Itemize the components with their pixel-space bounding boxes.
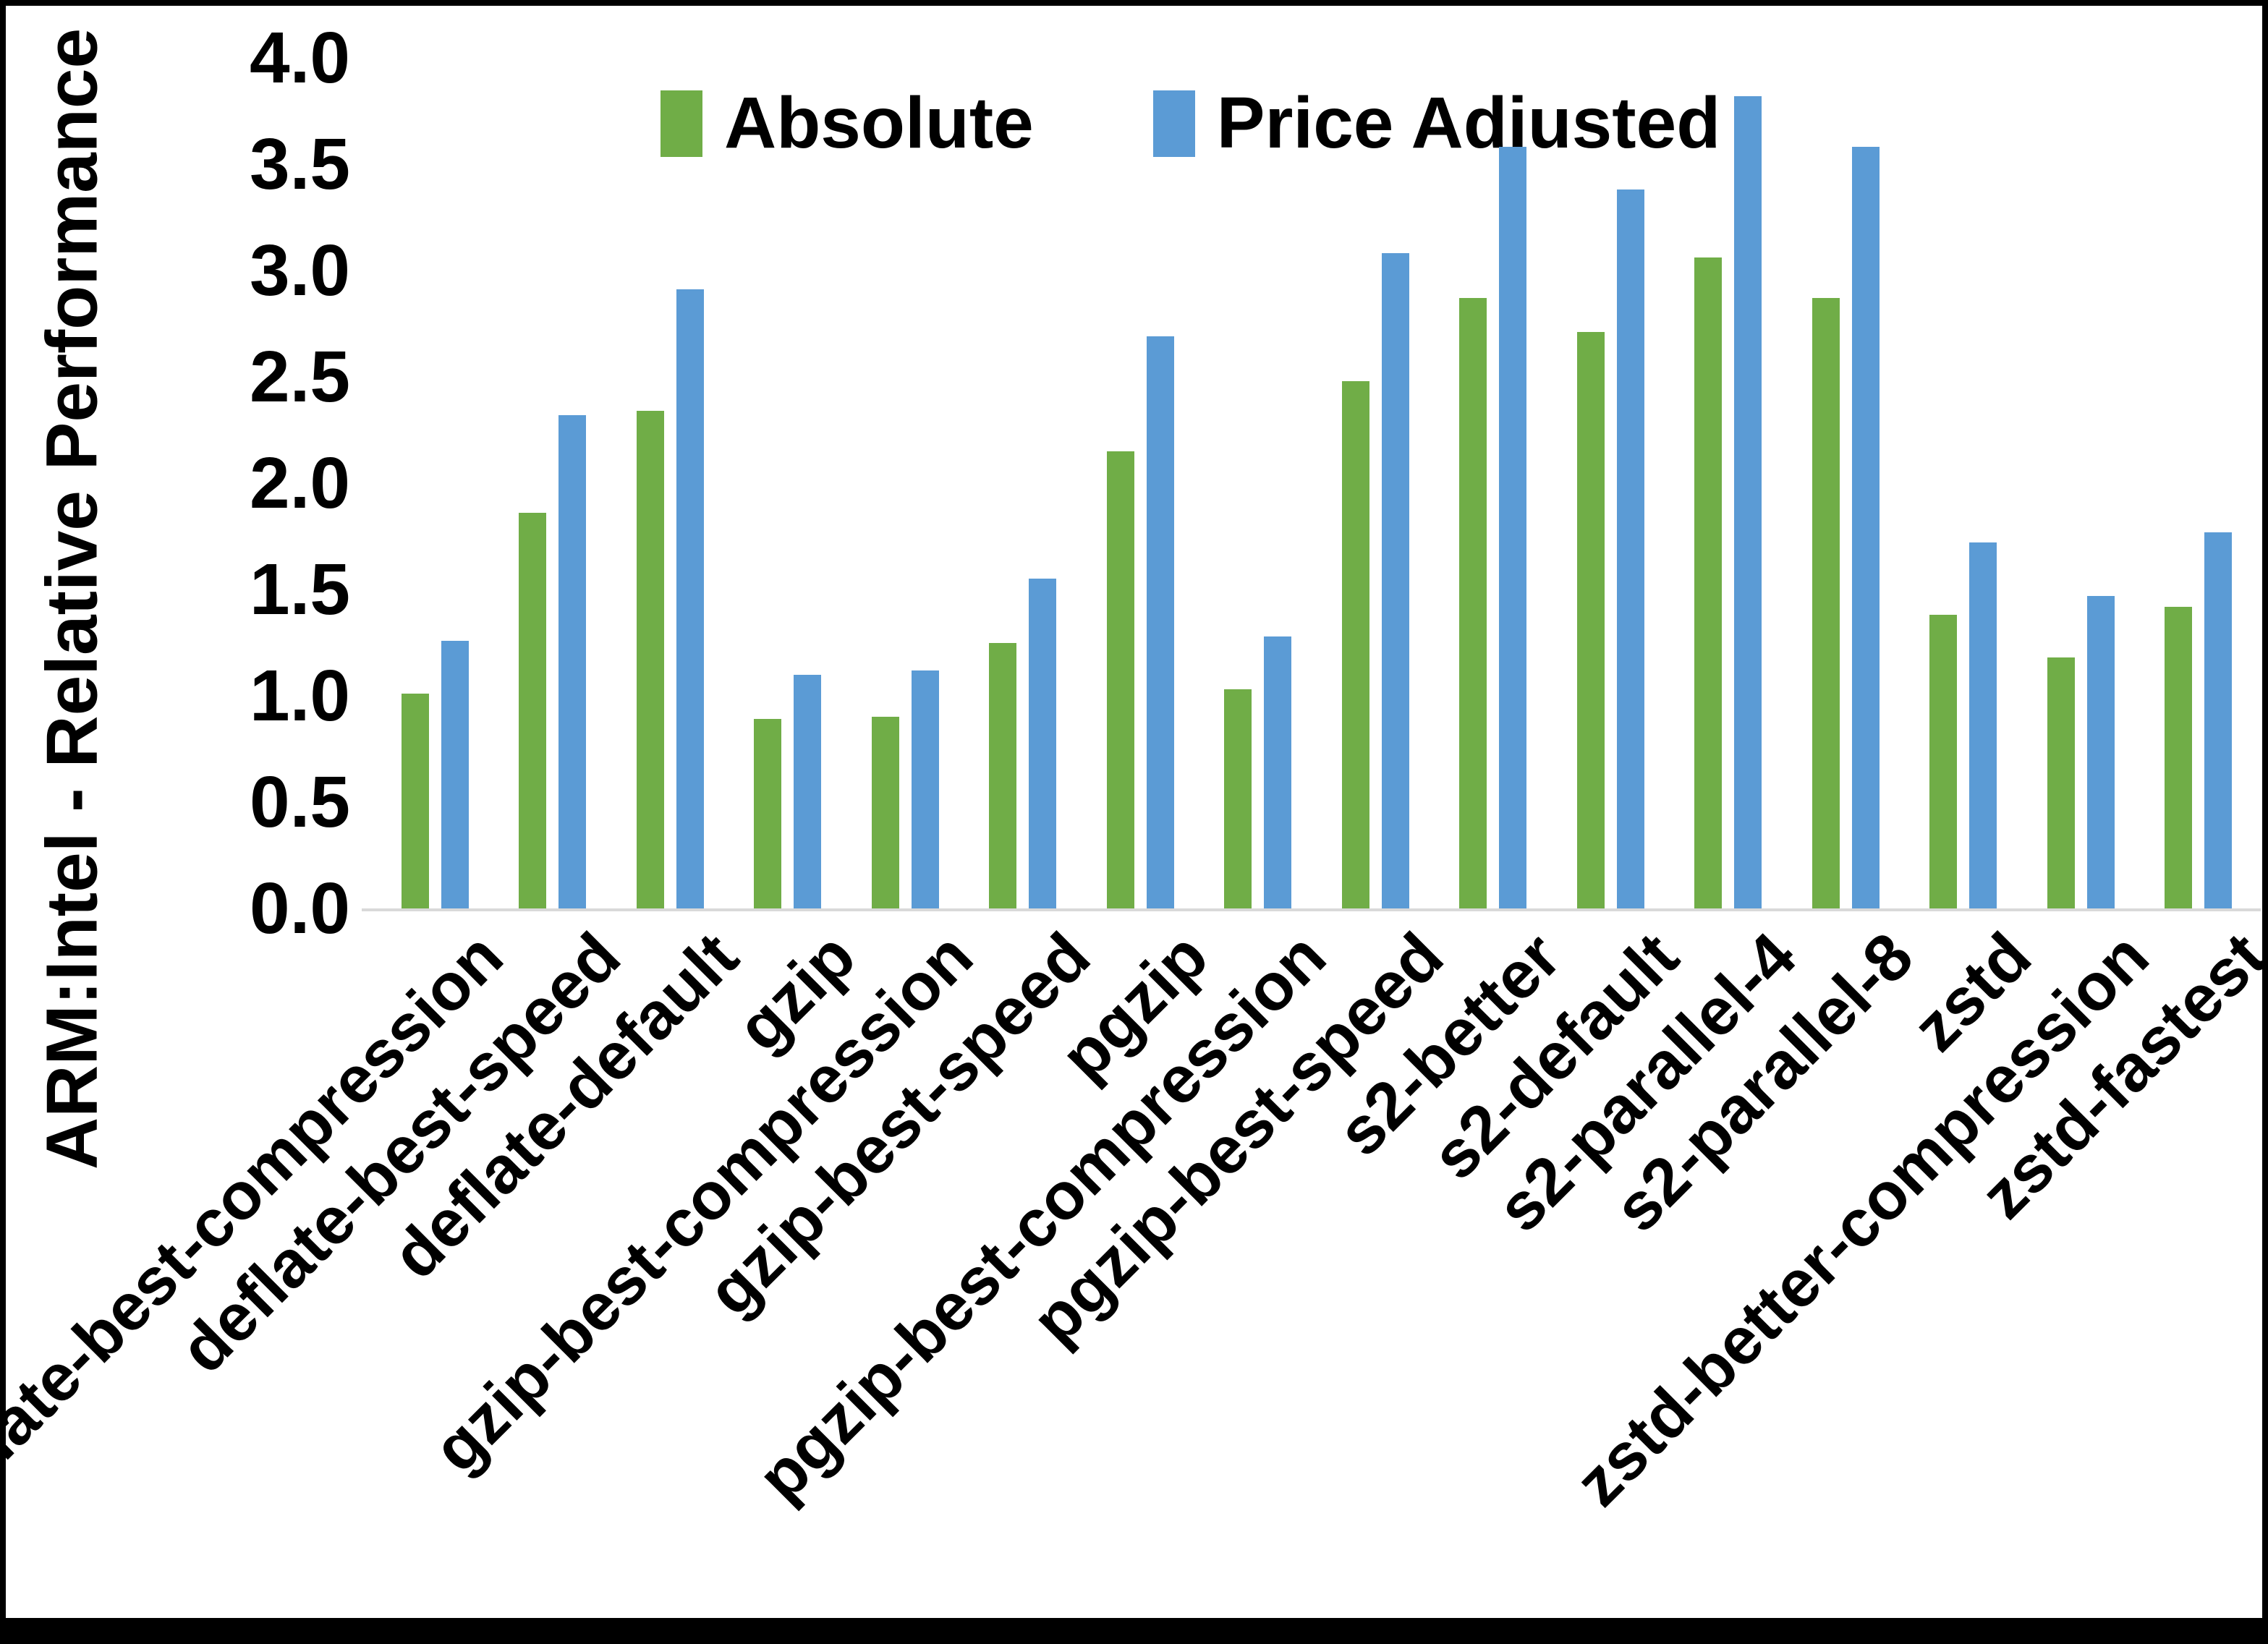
y-tick-label: 1.5: [249, 549, 350, 630]
bar-absolute: [1341, 380, 1369, 908]
bar-group: zstd-better-compression: [1561, 58, 2162, 1520]
bar-group: deflate-best-compression: [6, 58, 517, 1544]
bar-group: s2-parallel-4: [1483, 58, 1810, 1246]
bar-group: gzip: [723, 58, 870, 1065]
bar-price-adjusted: [1734, 95, 1762, 908]
legend-label: Absolute: [724, 82, 1034, 163]
bar-absolute: [871, 717, 899, 908]
legend: Absolute Price Adjusted: [661, 82, 1720, 165]
bar-group: s2-better: [1324, 58, 1575, 1170]
y-tick-label: 0.0: [249, 868, 350, 949]
y-tick-label: 2.5: [249, 336, 350, 417]
bar-absolute: [754, 719, 782, 908]
y-axis-title: ARM:Intel - Relative Performance: [31, 27, 113, 1170]
bar-absolute: [2047, 657, 2075, 908]
y-tick-label: 0.5: [249, 762, 350, 843]
bar-price-adjusted: [794, 674, 822, 908]
bar-absolute: [401, 694, 429, 908]
bar-price-adjusted: [1029, 579, 1057, 908]
legend-swatch-icon: [661, 90, 702, 157]
bar-price-adjusted: [1616, 189, 1644, 908]
bar-price-adjusted: [441, 640, 469, 908]
y-tick-label: 3.0: [249, 230, 350, 311]
bar-absolute: [636, 411, 664, 908]
bar-price-adjusted: [2204, 532, 2233, 908]
bar-group: zstd-fastest: [1966, 58, 2262, 1232]
bar-group: s2-default: [1418, 58, 1692, 1193]
y-tick-label: 1.0: [249, 655, 350, 736]
bar-price-adjusted: [1381, 253, 1409, 908]
legend-swatch-icon: [1152, 90, 1195, 157]
y-tick-label: 4.0: [249, 17, 350, 98]
bar-absolute: [1694, 257, 1723, 908]
legend-label: Price Adjusted: [1216, 82, 1721, 163]
bar-absolute: [1929, 615, 1958, 908]
bar-price-adjusted: [2086, 595, 2115, 908]
bar-price-adjusted: [1264, 636, 1292, 908]
bar-price-adjusted: [676, 289, 704, 908]
bar-absolute: [1576, 332, 1605, 908]
bar-absolute: [1812, 298, 1840, 908]
bar-group: s2-parallel-8: [1600, 58, 1927, 1246]
x-axis-line: [362, 908, 2261, 911]
legend-item-absolute: Absolute: [661, 82, 1034, 165]
bar-group: deflate-default: [378, 58, 752, 1292]
bar-absolute: [1224, 689, 1252, 908]
bar-absolute: [519, 513, 547, 908]
bar-absolute: [989, 642, 1017, 908]
y-tick-label: 2.0: [249, 443, 350, 524]
bar-group: gzip-best-compression: [420, 58, 987, 1486]
bar-price-adjusted: [1969, 542, 1997, 908]
bar-absolute: [2165, 606, 2193, 908]
bar-group: pgzip-best-compression: [744, 58, 1340, 1515]
legend-item-price-adjusted: Price Adjusted: [1152, 82, 1721, 165]
bar-group: pgzip-best-speed: [1018, 58, 1457, 1358]
bar-absolute: [1106, 451, 1134, 908]
bar-group: gzip-best-speed: [694, 58, 1105, 1329]
bar-price-adjusted: [1146, 336, 1174, 908]
bar-price-adjusted: [1851, 147, 1880, 908]
bar-group: deflate-best-speed: [166, 58, 634, 1387]
bar-price-adjusted: [1499, 147, 1527, 908]
bar-absolute: [1459, 298, 1487, 908]
bar-group: pgzip: [1047, 58, 1222, 1094]
bar-price-adjusted: [558, 414, 587, 908]
plot-area: deflate-best-compression deflate-best-spe…: [6, 58, 2262, 1544]
y-tick-label: 3.5: [249, 124, 350, 205]
bar-group: zstd: [1898, 58, 2045, 1065]
bar-price-adjusted: [911, 670, 939, 908]
